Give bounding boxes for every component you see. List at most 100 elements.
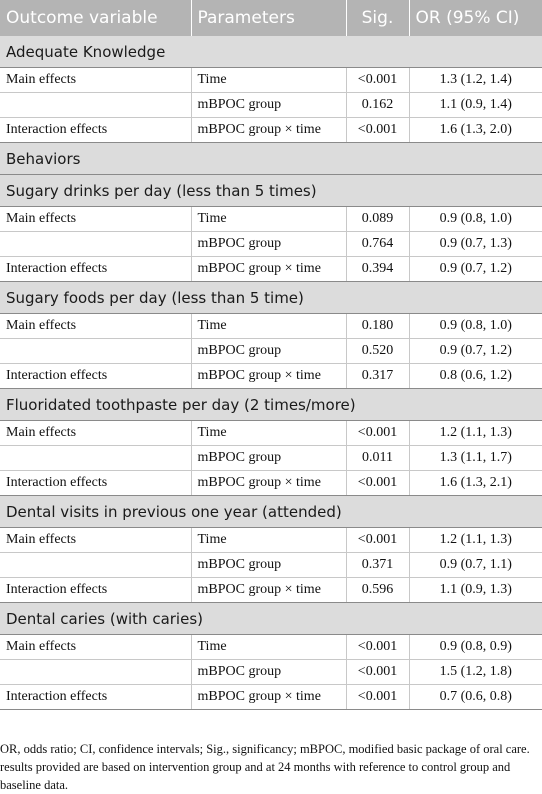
section-row: Behaviors: [0, 142, 542, 175]
table-row: Interaction effects mBPOC group × time 0.5…: [0, 577, 542, 603]
effect-type-cell: [0, 659, 192, 685]
table-header-row: Outcome variable Parameters Sig. OR (95%…: [0, 0, 542, 36]
effect-type-cell: [0, 92, 192, 118]
section-title: Dental caries (with caries): [0, 602, 542, 635]
table-row: mBPOC group 0.520 0.9 (0.7, 1.2): [0, 338, 542, 364]
parameter-cell: mBPOC group × time: [191, 684, 347, 710]
section-row: Dental caries (with caries): [0, 602, 542, 635]
significance-cell: 0.596: [346, 577, 410, 603]
effect-type-cell: Main effects: [0, 313, 192, 339]
section-row: Fluoridated toothpaste per day (2 times/…: [0, 388, 542, 421]
section-title: Dental visits in previous one year (atte…: [0, 495, 542, 528]
effect-type-cell: Main effects: [0, 206, 192, 232]
parameter-cell: mBPOC group: [191, 445, 347, 471]
effect-type-cell: Interaction effects: [0, 470, 192, 496]
parameter-cell: Time: [191, 67, 347, 93]
significance-cell: 0.764: [346, 231, 410, 257]
section-title: Behaviors: [0, 142, 542, 175]
table-row: Main effects Time <0.001 1.2 (1.1, 1.3): [0, 527, 542, 553]
significance-cell: 0.089: [346, 206, 410, 232]
parameter-cell: mBPOC group × time: [191, 363, 347, 389]
odds-ratio-cell: 1.1 (0.9, 1.4): [409, 92, 542, 118]
table-row: mBPOC group 0.011 1.3 (1.1, 1.7): [0, 445, 542, 471]
effect-type-cell: Main effects: [0, 527, 192, 553]
odds-ratio-cell: 1.6 (1.3, 2.1): [409, 470, 542, 496]
odds-ratio-cell: 1.2 (1.1, 1.3): [409, 527, 542, 553]
significance-cell: <0.001: [346, 659, 410, 685]
effect-type-cell: [0, 231, 192, 257]
odds-ratio-cell: 0.7 (0.6, 0.8): [409, 684, 542, 710]
parameter-cell: mBPOC group × time: [191, 256, 347, 282]
parameter-cell: Time: [191, 634, 347, 660]
table-body: Adequate Knowledge Main effects Time <0.001…: [0, 36, 542, 710]
parameter-cell: mBPOC group × time: [191, 577, 347, 603]
significance-cell: 0.162: [346, 92, 410, 118]
effect-type-cell: Main effects: [0, 67, 192, 93]
table-row: Main effects Time <0.001 0.9 (0.8, 0.9): [0, 634, 542, 660]
table-row: Interaction effects mBPOC group × time 0.3…: [0, 256, 542, 282]
significance-cell: 0.520: [346, 338, 410, 364]
header-outcome-variable: Outcome variable: [0, 0, 192, 36]
table-row: Main effects Time <0.001 1.2 (1.1, 1.3): [0, 420, 542, 446]
table-row: Main effects Time 0.089 0.9 (0.8, 1.0): [0, 206, 542, 232]
parameter-cell: mBPOC group: [191, 659, 347, 685]
significance-cell: <0.001: [346, 684, 410, 710]
significance-cell: <0.001: [346, 117, 410, 143]
section-title: Sugary drinks per day (less than 5 times…: [0, 174, 542, 207]
section-title: Sugary foods per day (less than 5 time): [0, 281, 542, 314]
odds-ratio-cell: 0.9 (0.7, 1.1): [409, 552, 542, 578]
table-footnote: OR, odds ratio; CI, confidence intervals…: [0, 742, 530, 792]
odds-ratio-cell: 1.3 (1.2, 1.4): [409, 67, 542, 93]
table-row: mBPOC group 0.162 1.1 (0.9, 1.4): [0, 92, 542, 118]
significance-cell: 0.180: [346, 313, 410, 339]
odds-ratio-cell: 1.3 (1.1, 1.7): [409, 445, 542, 471]
odds-ratio-cell: 0.9 (0.7, 1.2): [409, 338, 542, 364]
table-row: mBPOC group 0.371 0.9 (0.7, 1.1): [0, 552, 542, 578]
odds-ratio-cell: 0.9 (0.8, 1.0): [409, 313, 542, 339]
odds-ratio-cell: 1.6 (1.3, 2.0): [409, 117, 542, 143]
parameter-cell: Time: [191, 313, 347, 339]
table-row: mBPOC group <0.001 1.5 (1.2, 1.8): [0, 659, 542, 685]
parameter-cell: mBPOC group: [191, 338, 347, 364]
effect-type-cell: Interaction effects: [0, 363, 192, 389]
header-parameters: Parameters: [191, 0, 347, 36]
table-row: Interaction effects mBPOC group × time 0.3…: [0, 363, 542, 389]
section-title: Fluoridated toothpaste per day (2 times/…: [0, 388, 542, 421]
parameter-cell: Time: [191, 527, 347, 553]
table-row: Main effects Time <0.001 1.3 (1.2, 1.4): [0, 67, 542, 93]
odds-ratio-cell: 0.9 (0.7, 1.3): [409, 231, 542, 257]
table-row: Interaction effects mBPOC group × time <0.…: [0, 117, 542, 143]
effect-type-cell: [0, 445, 192, 471]
significance-cell: <0.001: [346, 420, 410, 446]
significance-cell: 0.371: [346, 552, 410, 578]
significance-cell: <0.001: [346, 67, 410, 93]
section-row: Sugary drinks per day (less than 5 times…: [0, 174, 542, 207]
table-row: Interaction effects mBPOC group × time <0.…: [0, 684, 542, 710]
table-row: mBPOC group 0.764 0.9 (0.7, 1.3): [0, 231, 542, 257]
parameter-cell: mBPOC group × time: [191, 117, 347, 143]
parameter-cell: Time: [191, 420, 347, 446]
odds-ratio-cell: 0.8 (0.6, 1.2): [409, 363, 542, 389]
significance-cell: <0.001: [346, 634, 410, 660]
effect-type-cell: Interaction effects: [0, 577, 192, 603]
parameter-cell: mBPOC group: [191, 231, 347, 257]
significance-cell: <0.001: [346, 527, 410, 553]
effect-type-cell: Main effects: [0, 420, 192, 446]
section-row: Dental visits in previous one year (atte…: [0, 495, 542, 528]
parameter-cell: mBPOC group: [191, 92, 347, 118]
significance-cell: 0.394: [346, 256, 410, 282]
effect-type-cell: Interaction effects: [0, 256, 192, 282]
odds-ratio-cell: 0.9 (0.7, 1.2): [409, 256, 542, 282]
parameter-cell: Time: [191, 206, 347, 232]
odds-ratio-cell: 1.2 (1.1, 1.3): [409, 420, 542, 446]
header-significance: Sig.: [346, 0, 410, 36]
odds-ratio-cell: 1.1 (0.9, 1.3): [409, 577, 542, 603]
odds-ratio-cell: 0.9 (0.8, 0.9): [409, 634, 542, 660]
section-title: Adequate Knowledge: [0, 36, 542, 68]
significance-cell: <0.001: [346, 470, 410, 496]
odds-ratio-cell: 1.5 (1.2, 1.8): [409, 659, 542, 685]
table-row: Main effects Time 0.180 0.9 (0.8, 1.0): [0, 313, 542, 339]
effect-type-cell: Interaction effects: [0, 684, 192, 710]
parameter-cell: mBPOC group × time: [191, 470, 347, 496]
odds-ratio-cell: 0.9 (0.8, 1.0): [409, 206, 542, 232]
